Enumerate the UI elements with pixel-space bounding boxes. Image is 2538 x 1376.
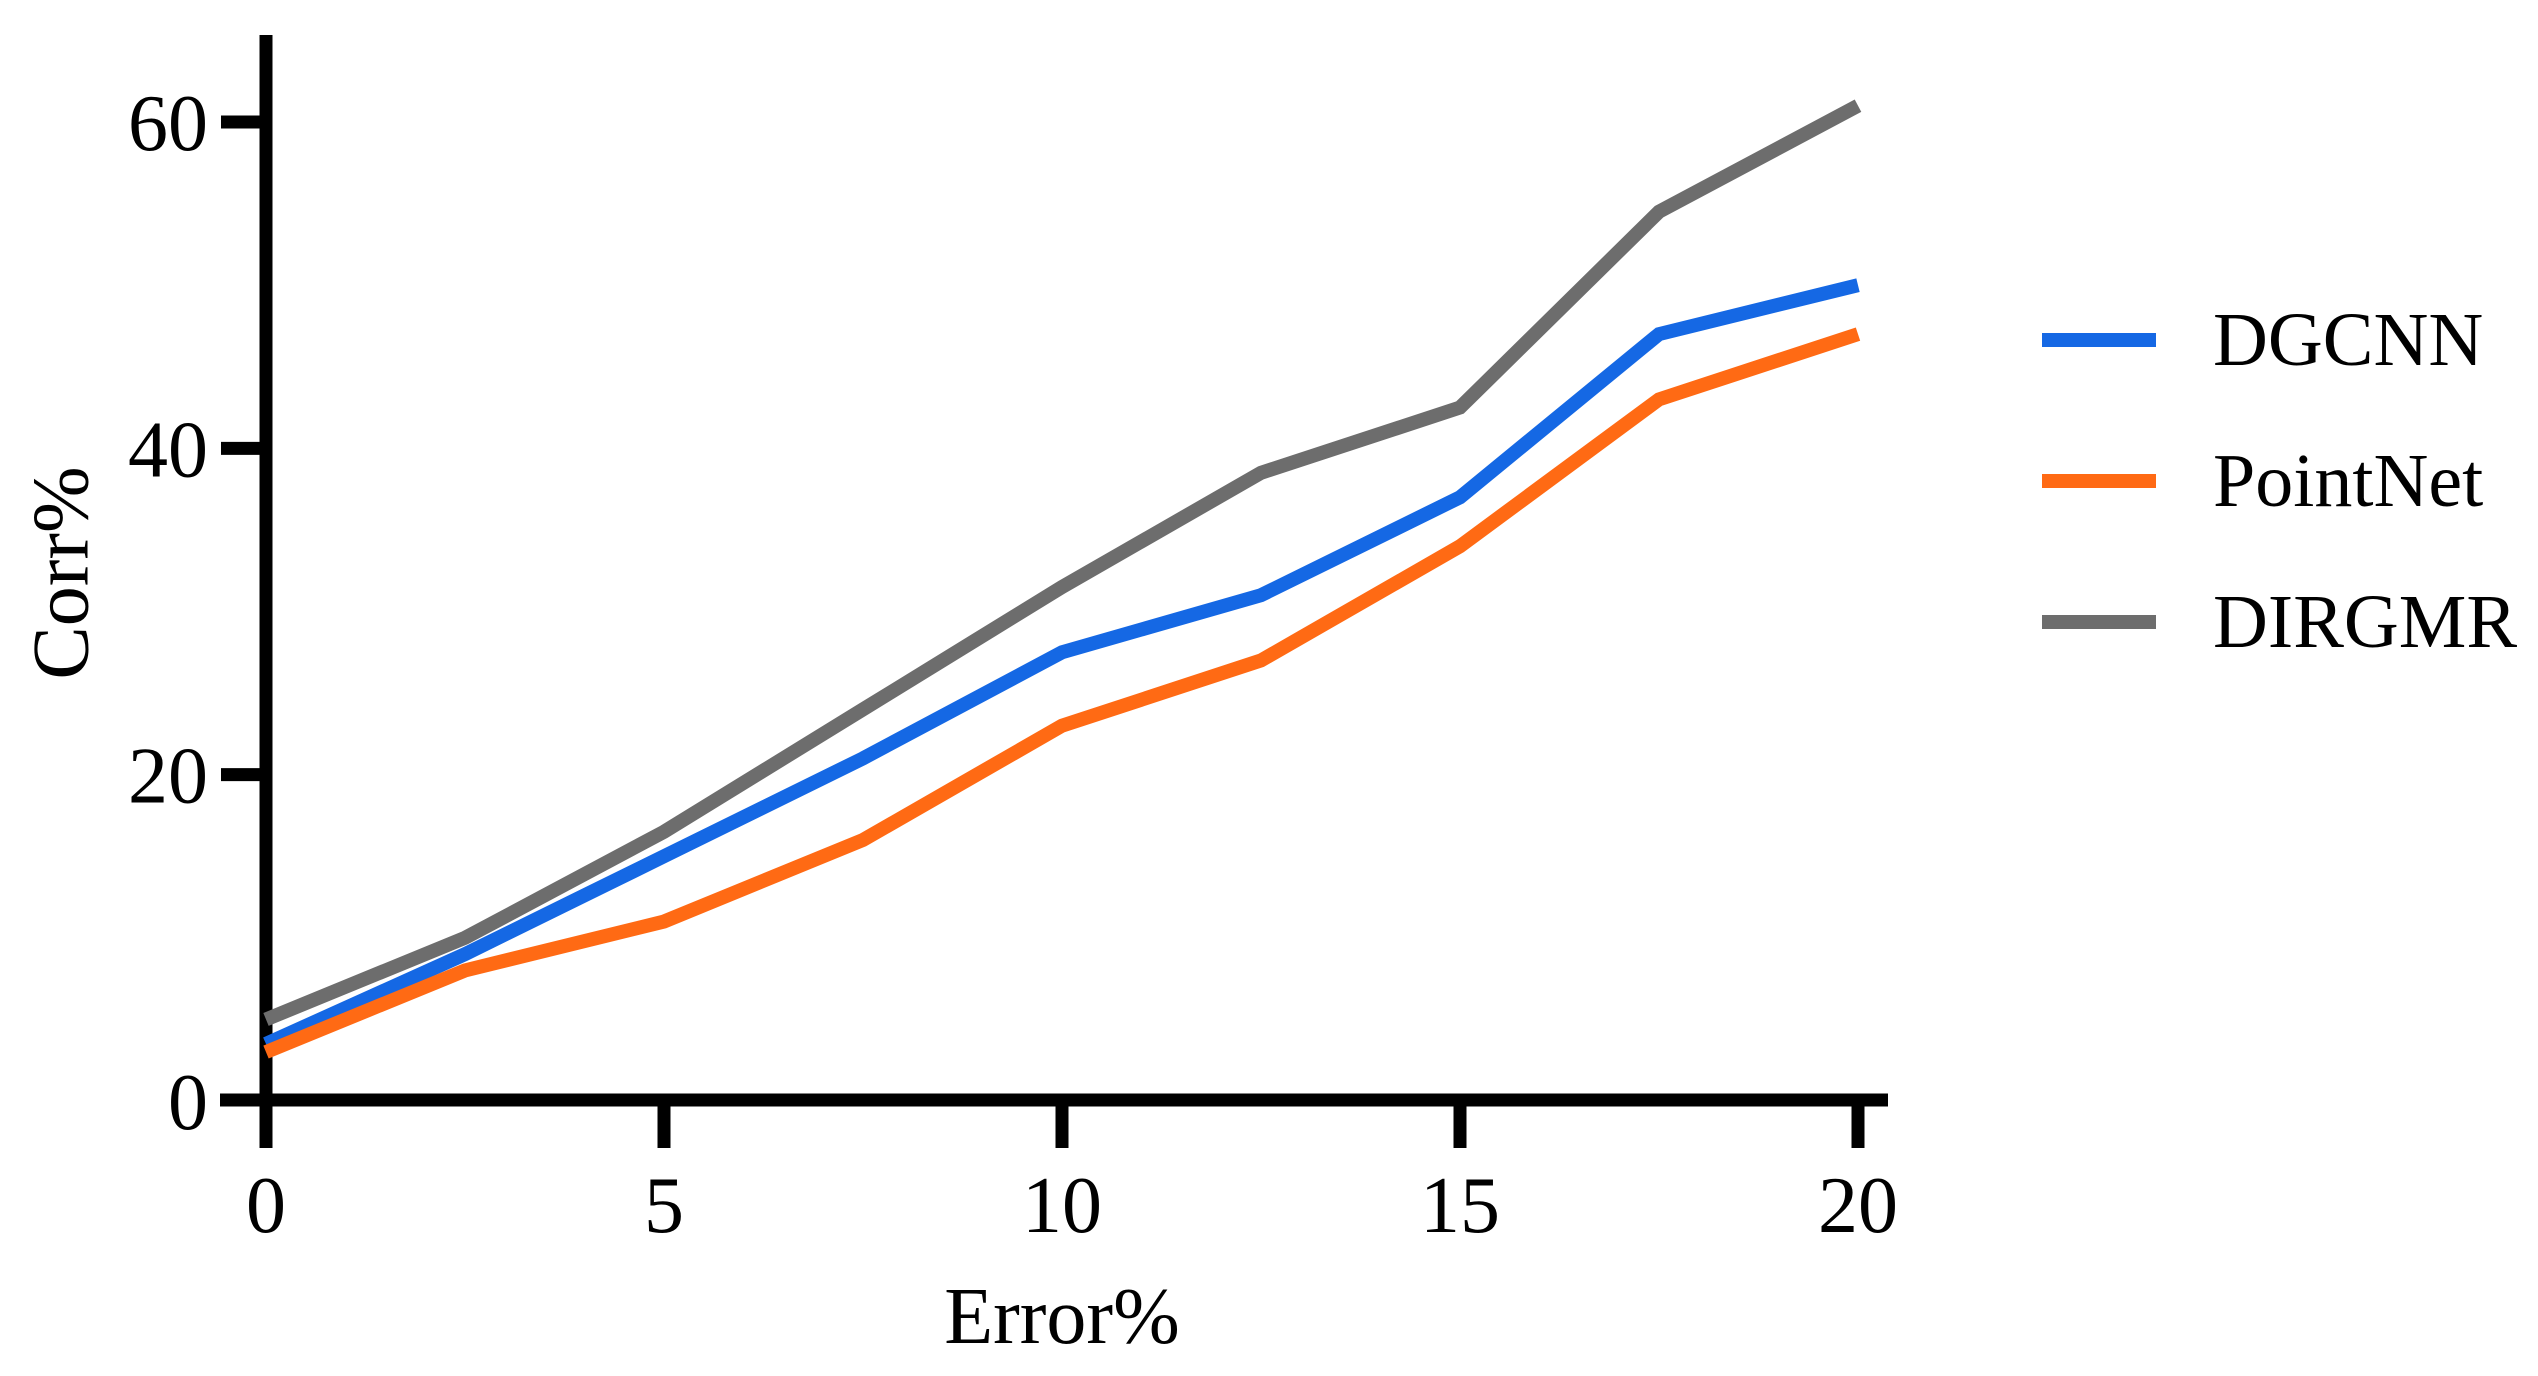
x-tick-label: 20 xyxy=(1818,1162,1898,1250)
y-tick-label: 40 xyxy=(128,406,208,494)
series-line-dgcnn xyxy=(263,278,1860,1051)
series-line-dirgmr xyxy=(263,99,1862,1026)
x-tick-label: 15 xyxy=(1420,1162,1500,1250)
legend-row-dgcnn: DGCNN xyxy=(2042,296,2517,384)
legend-swatch-pointnet xyxy=(2042,474,2156,488)
legend-row-pointnet: PointNet xyxy=(2042,437,2517,525)
y-tick-label: 60 xyxy=(128,80,208,168)
y-axis-title: Corr% xyxy=(17,466,106,680)
legend-swatch-dirgmr xyxy=(2042,615,2156,629)
y-tick-label: 0 xyxy=(168,1059,208,1147)
legend-label-dgcnn: DGCNN xyxy=(2213,297,2484,382)
x-tick-label: 0 xyxy=(246,1162,286,1250)
x-tick-label: 5 xyxy=(644,1162,684,1250)
legend-label-dirgmr: DIRGMR xyxy=(2213,579,2518,664)
series-line-pointnet xyxy=(263,327,1861,1059)
x-axis-title: Error% xyxy=(944,1273,1180,1361)
legend-label-pointnet: PointNet xyxy=(2213,438,2484,523)
x-tick-label: 10 xyxy=(1022,1162,1102,1250)
legend-swatch-dgcnn xyxy=(2042,333,2156,347)
legend: DGCNN PointNet DIRGMR xyxy=(2042,296,2517,719)
legend-row-dirgmr: DIRGMR xyxy=(2042,578,2517,666)
y-tick-label: 20 xyxy=(128,733,208,821)
